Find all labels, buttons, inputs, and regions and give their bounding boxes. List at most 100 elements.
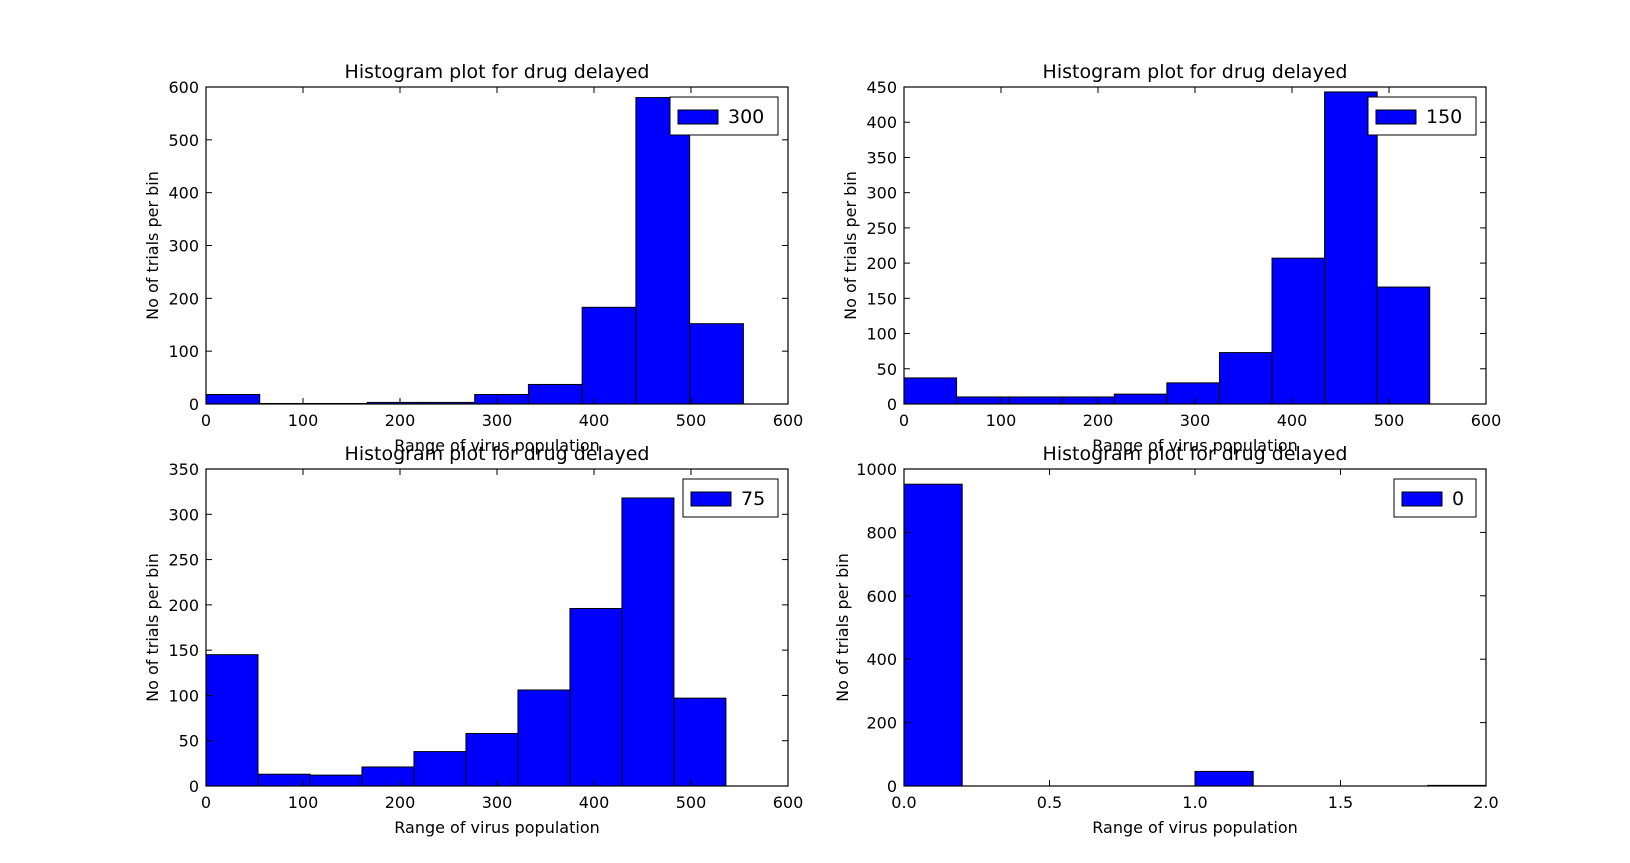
y-tick-label: 200 (168, 596, 199, 615)
chart-title: Histogram plot for drug delayed (345, 443, 650, 465)
x-tick-label: 0.5 (1037, 793, 1062, 812)
y-tick-label: 200 (866, 254, 897, 273)
x-tick-label: 0 (899, 411, 909, 430)
y-tick-label: 350 (866, 148, 897, 167)
x-tick-label: 300 (482, 411, 513, 430)
x-tick-label: 500 (676, 793, 707, 812)
histogram-bar (673, 697, 727, 787)
x-tick-label: 400 (1277, 411, 1308, 430)
y-axis-label: No of trials per bin (841, 171, 860, 320)
x-tick-label: 300 (482, 793, 513, 812)
histogram-bar (1008, 396, 1063, 405)
y-tick-label: 500 (168, 131, 199, 150)
x-tick-label: 200 (385, 793, 416, 812)
y-tick-label: 300 (168, 237, 199, 256)
legend-swatch (690, 491, 732, 507)
plot-area (904, 469, 1486, 786)
subplot-4: 0.0 0.5 1.0 1.5 2.0 0 200 400 600 800 1000 Histogra… (833, 443, 1499, 837)
y-tick-label: 600 (168, 78, 199, 97)
x-tick-label: 500 (676, 411, 707, 430)
subplot-3: 0 100 200 300 400 500 600 0 50 100 150 200 250 300 350… (143, 443, 803, 837)
subplot-1: 0 100 200 300 400 500 600 0 100 200 300 400 500 600 Hi… (143, 61, 803, 455)
x-tick-label: 500 (1374, 411, 1405, 430)
histogram-bar (361, 766, 415, 787)
y-tick-label: 400 (866, 650, 897, 669)
y-tick-label: 200 (168, 289, 199, 308)
x-tick-label: 600 (773, 411, 804, 430)
histogram-bar (635, 97, 691, 405)
x-tick-label: 0.0 (891, 793, 916, 812)
x-tick-label: 0 (201, 411, 211, 430)
legend-frame (669, 96, 779, 136)
y-tick-label: 0 (189, 777, 199, 796)
histogram-bar (903, 377, 958, 405)
x-axis-label: Range of virus population (1092, 436, 1298, 455)
x-tick-label: 200 (1083, 411, 1114, 430)
y-axis-label: No of trials per bin (143, 171, 162, 320)
histogram-bar (465, 732, 519, 787)
histogram-bar (1061, 396, 1115, 405)
y-tick-label: 50 (179, 732, 199, 751)
histogram-bar (309, 774, 363, 787)
histogram-bar (1324, 91, 1378, 405)
legend-swatch (677, 109, 719, 125)
histogram-bar (1166, 382, 1220, 405)
legend-label: 300 (728, 106, 764, 128)
y-tick-label: 100 (866, 325, 897, 344)
y-tick-label: 150 (168, 641, 199, 660)
histogram-bar (581, 306, 637, 405)
histogram-bar (527, 383, 583, 405)
x-tick-label: 100 (288, 793, 319, 812)
legend-swatch (1401, 491, 1443, 507)
chart-title: Histogram plot for drug delayed (345, 61, 650, 83)
histogram-bar (413, 751, 467, 787)
legend: 75 (682, 478, 779, 518)
histogram-bar (1271, 257, 1326, 405)
y-tick-label: 400 (168, 184, 199, 203)
x-tick-label: 200 (385, 411, 416, 430)
y-tick-label: 1000 (856, 460, 897, 479)
x-tick-label: 600 (773, 793, 804, 812)
x-axis-label: Range of virus population (394, 818, 600, 837)
y-tick-label: 400 (866, 113, 897, 132)
y-tick-label: 800 (866, 523, 897, 542)
legend: 150 (1367, 96, 1477, 136)
histogram-bar (621, 497, 675, 787)
chart-title: Histogram plot for drug delayed (1043, 443, 1348, 465)
histogram-bar (474, 393, 529, 405)
y-tick-label: 0 (189, 395, 199, 414)
histogram-bar (1376, 286, 1431, 405)
y-axis-label: No of trials per bin (143, 553, 162, 702)
x-tick-label: 100 (986, 411, 1017, 430)
y-tick-label: 250 (866, 219, 897, 238)
legend-label: 150 (1426, 106, 1462, 128)
x-axis-label: Range of virus population (1092, 818, 1298, 837)
histogram-bar (1194, 770, 1254, 787)
histogram-bar (569, 607, 623, 787)
x-tick-label: 400 (579, 411, 610, 430)
y-tick-label: 250 (168, 551, 199, 570)
histogram-bar (689, 323, 744, 405)
y-tick-label: 50 (877, 360, 897, 379)
y-tick-label: 350 (168, 460, 199, 479)
histogram-bar (1113, 393, 1168, 405)
x-tick-label: 2.0 (1473, 793, 1498, 812)
legend-label: 0 (1452, 488, 1464, 510)
x-tick-label: 0 (201, 793, 211, 812)
y-tick-label: 150 (866, 289, 897, 308)
x-tick-label: 100 (288, 411, 319, 430)
x-tick-label: 1.0 (1182, 793, 1207, 812)
x-tick-label: 400 (579, 793, 610, 812)
histogram-bar (257, 773, 311, 787)
y-axis-label: No of trials per bin (833, 553, 852, 702)
histogram-bar (517, 689, 571, 787)
histogram-bar (1218, 352, 1273, 405)
chart-title: Histogram plot for drug delayed (1043, 61, 1348, 83)
histogram-bar (205, 654, 259, 787)
histogram-bar (205, 393, 261, 405)
y-tick-label: 100 (168, 686, 199, 705)
y-tick-label: 300 (168, 505, 199, 524)
x-tick-label: 300 (1180, 411, 1211, 430)
y-tick-label: 200 (866, 714, 897, 733)
